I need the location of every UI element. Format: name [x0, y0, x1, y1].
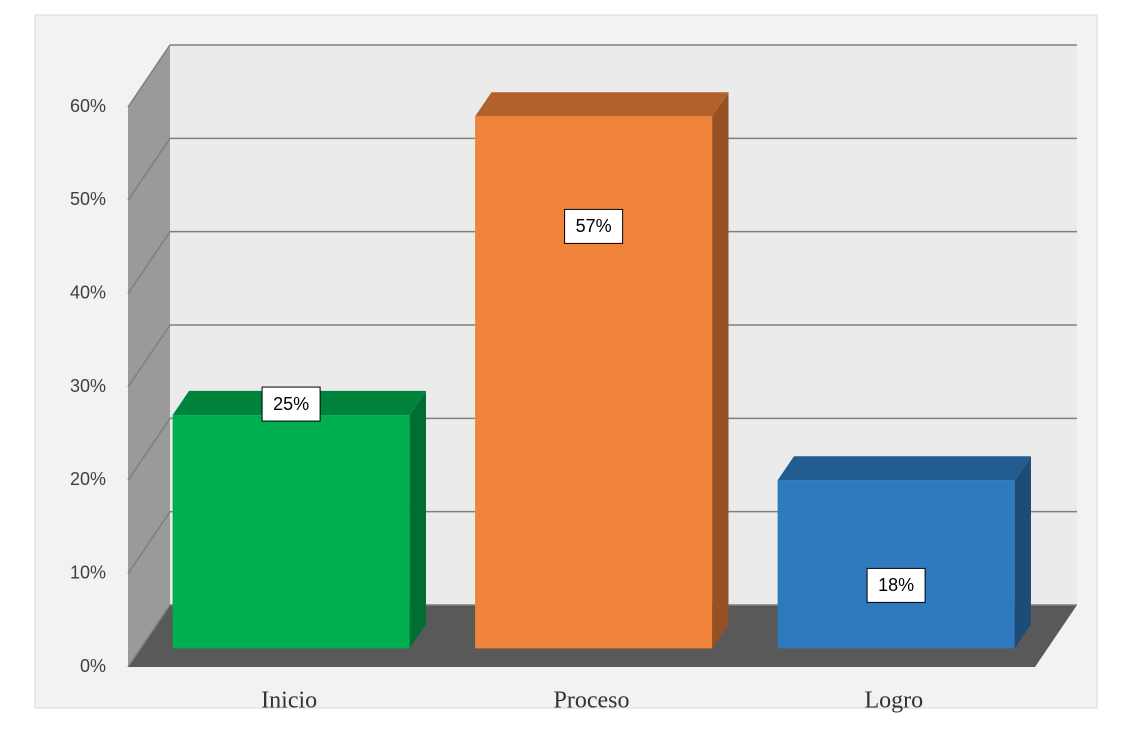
- y-tick-label: 50%: [70, 189, 106, 209]
- grid-line: [127, 324, 1077, 388]
- bar-top: [777, 456, 1031, 481]
- grid-line: [127, 44, 1077, 108]
- bar: [172, 415, 410, 649]
- bar-side: [712, 92, 729, 649]
- bar-top: [475, 92, 729, 117]
- x-tick-label: Inicio: [261, 688, 317, 714]
- grid-line: [127, 230, 1077, 295]
- x-tick-label: Proceso: [554, 688, 630, 714]
- value-label-box: [261, 386, 321, 422]
- grid-line: [127, 604, 1077, 668]
- value-label: 25%: [273, 394, 309, 414]
- y-tick-label: 30%: [70, 376, 106, 396]
- grid-line: [127, 510, 1077, 575]
- y-tick-label: 0%: [80, 656, 106, 676]
- grid-line: [127, 137, 1077, 201]
- y-tick-label: 60%: [70, 96, 106, 116]
- grid-line: [127, 417, 1077, 481]
- value-label: 18%: [878, 575, 914, 595]
- bar: [475, 116, 713, 649]
- x-tick-label: Logro: [865, 688, 924, 714]
- bar-side: [409, 390, 426, 649]
- value-label-box: [866, 567, 926, 603]
- value-label: 57%: [576, 216, 612, 236]
- bar-side: [1014, 456, 1031, 649]
- bar: [777, 480, 1015, 649]
- value-label-box: [564, 208, 624, 244]
- y-tick-label: 10%: [70, 562, 106, 582]
- y-tick-label: 40%: [70, 282, 106, 302]
- y-tick-label: 20%: [70, 469, 106, 489]
